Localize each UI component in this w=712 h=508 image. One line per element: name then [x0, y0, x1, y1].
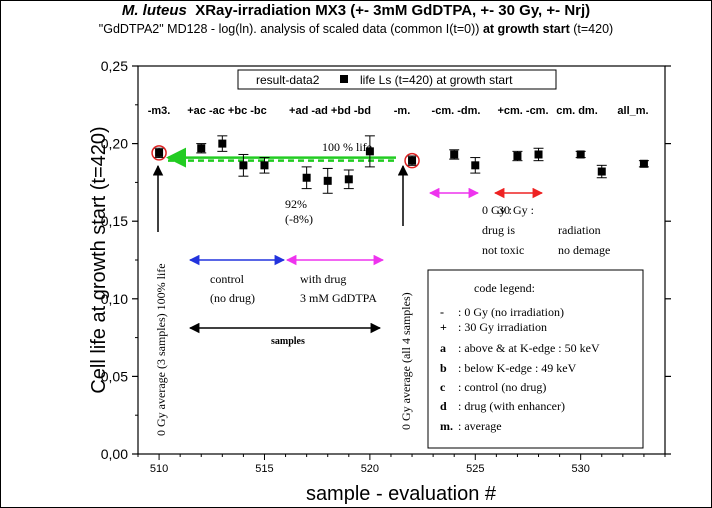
legend-box [237, 69, 557, 90]
y-tick-label: 0,25 [101, 58, 128, 74]
data-point [597, 167, 606, 176]
data-point [408, 156, 417, 165]
data-point [576, 150, 585, 159]
x-tick-label: 520 [361, 463, 379, 475]
highlight-circle [151, 145, 167, 161]
data-point [239, 161, 248, 170]
data-point [155, 148, 164, 157]
subtitle-suffix: (t=420) [573, 22, 614, 36]
code-value: : average [458, 419, 502, 433]
x-tick-label: 515 [255, 463, 273, 475]
title-rest: XRay-irradiation MX3 (+- 3mM GdDTPA, +- … [195, 2, 591, 19]
group-label: +cm. -cm. [497, 105, 548, 117]
y-axis-label: Cell life at growth start (t=420) [88, 126, 110, 393]
group-label: all_m. [617, 105, 648, 117]
x-tick-label: 510 [150, 463, 168, 475]
data-point [323, 176, 332, 185]
annotation-avg-left: 0 Gy average (3 samples) 100% life [154, 263, 168, 436]
code-value: : drug (with enhancer) [458, 399, 565, 413]
annotation-control-2: (no drug) [210, 291, 255, 305]
group-label: -cm. -dm. [432, 105, 481, 117]
annotation-30gy-1: 30 Gy : [498, 203, 534, 217]
data-point [513, 152, 522, 161]
y-tick-label: 0,20 [101, 136, 128, 152]
annotation-100-life: 100 % life [322, 140, 372, 154]
data-point [344, 175, 353, 184]
y-tick-label: 0,00 [101, 446, 128, 462]
annotation-samples: samples [271, 336, 305, 347]
annotation-0gy-3: not toxic [482, 243, 524, 257]
annotation-avg-right: 0 Gy average (all 4 samples) [399, 292, 413, 430]
highlight-circle [404, 152, 420, 169]
code-key: + [440, 320, 447, 334]
data-point [302, 173, 311, 182]
legend-marker [340, 75, 348, 83]
code-key: b [440, 361, 447, 375]
group-label: +ac -ac +bc -bc [187, 105, 267, 117]
code-key: m. [440, 419, 453, 433]
chart-subtitle: "GdDTPA2" MD128 - log(ln). analysis of s… [0, 22, 712, 36]
x-axis-label: sample - evaluation # [306, 483, 497, 505]
subtitle-bold: at growth start [482, 22, 570, 36]
annotation-8: (-8%) [285, 212, 313, 226]
group-label: -m. [394, 105, 411, 117]
data-point [534, 150, 543, 159]
code-legend-box [427, 269, 644, 449]
annotation-drug-1: with drug [300, 272, 346, 286]
annotation-0gy-1: 0 Gy : [482, 203, 512, 217]
y-tick-label: 0,10 [101, 291, 128, 307]
data-point [197, 144, 206, 153]
annotation-drug-2: 3 mM GdDTPA [300, 291, 377, 305]
annotation-0gy-2: drug is [482, 223, 515, 237]
data-point [450, 150, 459, 159]
x-tick-label: 525 [466, 463, 484, 475]
data-point [639, 159, 648, 168]
subtitle-prefix: "GdDTPA2" MD128 - log(ln). analysis of s… [98, 22, 480, 36]
legend-file: result-data2 [256, 73, 320, 87]
data-point [471, 161, 480, 170]
code-value: : control (no drug) [458, 380, 546, 394]
axes: 0,00 0,05 0,10 0,15 0,20 0,25 510 515 520 525 530 [101, 58, 671, 475]
group-label: cm. dm. [556, 105, 598, 117]
annotation-30gy-2: radiation [558, 223, 601, 237]
group-label: +ad -ad +bd -bd [289, 105, 371, 117]
legend-entry: life Ls (t=420) at growth start [360, 73, 513, 87]
annotation-30gy-3: no demage [558, 243, 610, 257]
code-key: - [440, 305, 444, 319]
group-label: -m3. [148, 105, 171, 117]
annotation-92: 92% [285, 197, 307, 211]
code-key: a [440, 341, 446, 355]
annotation-control-1: control [210, 272, 245, 286]
chart-title: M. luteus XRay-irradiation MX3 (+- 3mM G… [0, 2, 712, 19]
code-key: d [440, 399, 447, 413]
title-organism: M. luteus [121, 2, 187, 19]
y-tick-label: 0,15 [101, 213, 128, 229]
code-value: : 30 Gy irradiation [458, 320, 547, 334]
data-point [260, 161, 269, 170]
data-series [154, 135, 649, 194]
code-value: : above & at K-edge : 50 keV [458, 341, 600, 355]
y-tick-label: 0,05 [101, 368, 128, 384]
code-key: c [440, 380, 446, 394]
data-point [365, 147, 374, 156]
code-value: : 0 Gy (no irradiation) [458, 305, 564, 319]
code-value: : below K-edge : 49 keV [458, 361, 577, 375]
x-tick-label: 530 [572, 463, 590, 475]
data-point [218, 139, 227, 148]
code-legend-title: code legend: [474, 281, 535, 295]
